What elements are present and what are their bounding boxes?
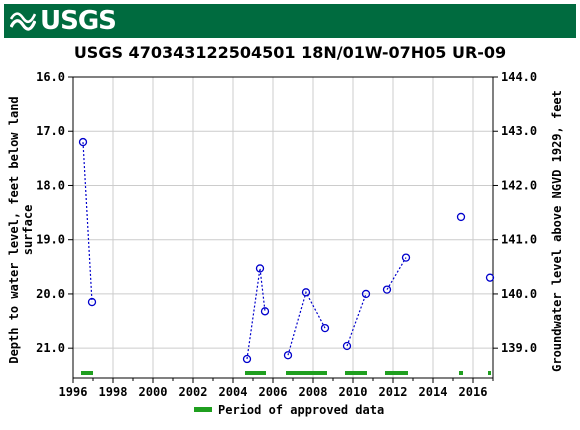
- y-left-tick-label: 21.0: [36, 341, 65, 355]
- y-left-tick-label: 18.0: [36, 178, 65, 192]
- legend: Period of approved data: [194, 403, 384, 417]
- data-point: [342, 341, 352, 351]
- x-tick-label: 2006: [259, 385, 288, 399]
- series-lines: [82, 142, 407, 360]
- data-point: [260, 307, 270, 316]
- approved-period-bar: [385, 371, 408, 375]
- y-right-ticks: 144.0 143.0 142.0 141.0 140.0 139.0: [493, 70, 537, 355]
- data-point: [456, 212, 466, 222]
- series-points: [78, 137, 495, 364]
- data-point: [283, 351, 293, 360]
- y-left-tick-label: 19.0: [36, 233, 65, 247]
- plot-frame: [72, 76, 494, 379]
- y-right-tick-label: 141.0: [501, 233, 537, 247]
- y-right-tick-label: 139.0: [501, 341, 537, 355]
- x-tick-label: 2010: [339, 385, 368, 399]
- x-tick-label: 2002: [179, 385, 208, 399]
- data-point: [255, 264, 265, 273]
- approved-period-bar: [459, 371, 463, 375]
- y-left-tick-label: 16.0: [36, 70, 65, 84]
- approved-period-bar: [245, 371, 266, 375]
- x-tick-label: 2012: [379, 385, 408, 399]
- x-tick-label: 2014: [419, 385, 448, 399]
- data-point: [485, 273, 495, 282]
- series-line: [386, 257, 407, 290]
- y-right-axis-label: Groundwater level above NGVD 1929, feet: [550, 90, 564, 372]
- series-line: [346, 293, 367, 347]
- data-point: [78, 137, 88, 147]
- approved-period-bars: [81, 371, 491, 375]
- data-point: [87, 297, 97, 307]
- approved-period-bar: [488, 371, 491, 375]
- x-tick-label: 2000: [139, 385, 168, 399]
- legend-swatch: [194, 407, 212, 412]
- data-point: [301, 288, 311, 297]
- usgs-banner: USGS: [4, 4, 576, 38]
- series-line: [82, 142, 93, 303]
- data-point: [361, 289, 371, 299]
- data-point: [320, 323, 330, 333]
- usgs-logo-text: USGS: [40, 6, 117, 36]
- y-right-tick-label: 140.0: [501, 287, 537, 301]
- x-axis-ticks: 1996 1998 2000 2002 2004 2006 2008 2010 2012 2014…: [59, 378, 494, 399]
- chart-title: USGS 470343122504501 18N/01W-07H05 UR-09: [73, 43, 507, 62]
- y-left-ticks: 16.0 17.0 18.0 19.0 20.0 21.0: [36, 70, 73, 355]
- x-tick-label: 1998: [99, 385, 128, 399]
- data-point: [242, 354, 252, 364]
- y-left-axis-label: Depth to water level, feet below landsur…: [7, 96, 35, 363]
- grid-lines: [72, 76, 493, 378]
- x-tick-label: 2004: [219, 385, 248, 399]
- data-point: [382, 285, 392, 294]
- approved-period-bar: [286, 371, 327, 375]
- y-left-tick-label: 17.0: [36, 124, 65, 138]
- x-tick-label: 1996: [59, 385, 88, 399]
- usgs-wave-icon: [10, 8, 36, 34]
- y-right-tick-label: 143.0: [501, 124, 537, 138]
- y-right-tick-label: 142.0: [501, 178, 537, 192]
- series-line: [246, 268, 266, 360]
- series-line: [287, 290, 326, 356]
- x-tick-label: 2008: [299, 385, 328, 399]
- x-tick-label: 2016: [459, 385, 488, 399]
- usgs-logo[interactable]: USGS: [10, 6, 117, 36]
- y-right-tick-label: 144.0: [501, 70, 537, 84]
- y-left-tick-label: 20.0: [36, 287, 65, 301]
- approved-period-bar: [345, 371, 367, 375]
- data-point: [401, 253, 411, 262]
- approved-period-bar: [81, 371, 93, 375]
- legend-label: Period of approved data: [218, 403, 384, 417]
- y-left-label-line: Depth to water level, feet below land: [7, 96, 21, 363]
- y-left-label-line: surface: [21, 205, 35, 256]
